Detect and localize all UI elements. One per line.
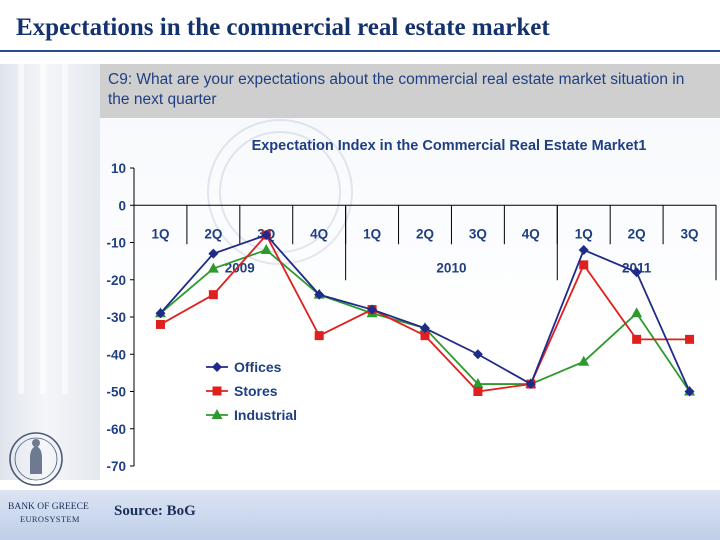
x-tick-label: 1Q: [363, 226, 381, 241]
data-point-stores: [208, 290, 218, 300]
y-tick-label: 0: [118, 198, 126, 213]
x-axis: 1Q2Q3Q4Q1Q2Q3Q4Q1Q2Q3Q200920102011: [133, 204, 717, 281]
data-point-offices: [314, 289, 325, 300]
data-point-offices: [261, 230, 272, 241]
y-tick-label: -10: [106, 236, 126, 251]
legend-marker: [211, 409, 223, 419]
legend-marker: [212, 362, 222, 372]
data-point-offices: [525, 379, 536, 390]
y-tick-label: -60: [106, 422, 126, 437]
data-point-offices: [631, 267, 642, 278]
question-text: C9: What are your expectations about the…: [108, 71, 685, 108]
y-tick-label: -40: [106, 347, 126, 362]
x-tick-label: 1Q: [151, 226, 169, 241]
data-point-offices: [684, 386, 695, 397]
legend-marker: [212, 386, 222, 396]
column-flute: [62, 64, 68, 394]
bank-subtitle: EUROSYSTEM: [20, 514, 80, 524]
data-point-industrial: [207, 262, 219, 273]
chart-title: Expectation Index in the Commercial Real…: [252, 138, 647, 154]
legend: Offices Stores Industrial: [206, 359, 297, 423]
data-point-offices: [367, 304, 378, 315]
x-tick-label: 2Q: [628, 226, 646, 241]
column-flute: [40, 64, 46, 394]
y-tick-label: -50: [106, 385, 126, 400]
data-point-industrial: [631, 307, 643, 318]
x-tick-label: 3Q: [681, 226, 699, 241]
year-label: 2009: [225, 260, 255, 275]
data-point-industrial: [472, 378, 484, 389]
question-banner: [100, 64, 720, 118]
column-flute: [18, 64, 24, 394]
year-label: 2010: [436, 260, 466, 275]
data-point-stores: [314, 331, 324, 341]
chart-area: Expectation Index in the Commercial Real…: [100, 118, 720, 480]
series-offices: [155, 230, 695, 397]
data-point-offices: [155, 308, 166, 319]
x-tick-label: 4Q: [522, 226, 540, 241]
data-point-industrial: [578, 355, 590, 366]
x-tick-label: 4Q: [310, 226, 328, 241]
x-tick-label: 2Q: [416, 226, 434, 241]
y-tick-label: -30: [106, 310, 126, 325]
slide-title: Expectations in the commercial real esta…: [16, 14, 550, 41]
data-point-stores: [685, 334, 695, 344]
legend-label: Industrial: [234, 407, 297, 423]
data-point-stores: [579, 260, 589, 270]
bank-name: BANK OF GREECE: [8, 502, 89, 512]
x-tick-label: 2Q: [204, 226, 222, 241]
data-point-offices: [420, 323, 430, 334]
x-tick-label: 3Q: [469, 226, 487, 241]
data-point-stores: [632, 334, 642, 344]
legend-label: Stores: [234, 383, 278, 399]
data-point-industrial: [260, 243, 272, 254]
y-tick-label: -20: [106, 273, 126, 288]
x-tick-label: 1Q: [575, 226, 593, 241]
source-note: Source: BoG: [114, 503, 196, 519]
y-axis: 10 0 -10 -20 -30 -40 -50 -60 -70: [106, 161, 135, 474]
data-point-stores: [473, 387, 483, 396]
data-point-offices: [208, 248, 219, 259]
data-point-offices: [578, 244, 589, 255]
y-tick-label: 10: [111, 161, 126, 176]
title-divider: [0, 50, 720, 52]
data-point-offices: [472, 349, 483, 360]
footer-bar: [0, 490, 720, 540]
series-layer: [154, 230, 696, 397]
data-point-stores: [155, 319, 165, 329]
decorative-column-panel: [0, 64, 100, 480]
y-tick-label: -70: [106, 459, 126, 474]
legend-label: Offices: [234, 359, 282, 375]
bank-seal-logo: [9, 432, 63, 486]
expectation-index-chart: Expectation Index in the Commercial Real…: [106, 119, 717, 474]
bank-seal-watermark: [207, 119, 353, 265]
data-point-stores: [420, 331, 430, 341]
